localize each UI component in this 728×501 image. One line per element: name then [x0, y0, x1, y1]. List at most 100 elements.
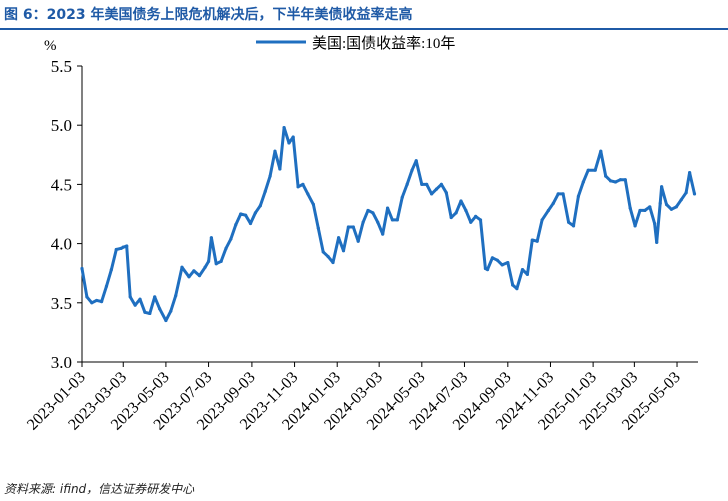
data-point	[114, 247, 118, 252]
y-tick-label: 3.5	[51, 294, 72, 313]
data-point	[128, 295, 132, 299]
y-tick-label: 4.5	[51, 175, 72, 194]
data-point	[567, 220, 571, 224]
data-point	[203, 265, 207, 269]
data-point	[158, 307, 162, 311]
data-point	[540, 218, 544, 222]
data-point	[688, 170, 692, 175]
data-point	[366, 208, 370, 213]
data-point	[143, 310, 147, 314]
data-point	[337, 236, 341, 240]
data-point	[90, 301, 94, 305]
data-point	[459, 199, 463, 203]
data-point	[495, 258, 499, 262]
data-point	[469, 220, 473, 224]
data-point	[268, 174, 272, 178]
data-point	[133, 303, 137, 307]
data-point	[561, 192, 565, 196]
data-point	[229, 237, 233, 241]
data-point	[85, 295, 89, 299]
data-point	[474, 214, 478, 218]
data-point	[586, 168, 590, 172]
data-point	[153, 295, 157, 299]
data-point	[664, 202, 669, 207]
data-point	[287, 141, 291, 145]
data-point	[613, 180, 618, 184]
data-point	[581, 180, 585, 184]
data-point	[381, 232, 385, 236]
data-point	[425, 182, 429, 186]
data-point	[500, 263, 504, 267]
data-point	[410, 168, 414, 172]
data-point	[169, 309, 173, 313]
data-point	[351, 225, 355, 229]
data-point	[326, 255, 330, 259]
data-point	[282, 125, 286, 130]
data-point	[253, 211, 258, 215]
data-point	[109, 268, 113, 272]
data-point	[623, 178, 627, 182]
data-point	[430, 192, 434, 196]
data-point	[209, 236, 213, 240]
data-point	[99, 300, 104, 304]
data-point	[174, 294, 178, 298]
data-point	[258, 204, 262, 208]
data-point	[414, 159, 418, 163]
data-point	[346, 225, 350, 229]
y-tick-label: 3.0	[51, 353, 72, 372]
data-point	[674, 205, 678, 209]
data-point	[551, 201, 555, 205]
data-point	[658, 201, 662, 205]
data-point	[306, 192, 310, 196]
data-point	[219, 259, 223, 263]
data-point	[638, 208, 642, 213]
data-point	[400, 195, 404, 200]
data-point	[420, 182, 424, 186]
y-tick-label: 4.0	[51, 235, 72, 254]
data-point	[599, 149, 603, 153]
series-line-0	[80, 126, 696, 323]
data-point	[301, 182, 305, 186]
legend: 美国:国债收益率:10年	[256, 35, 455, 52]
data-point	[331, 260, 335, 265]
data-point	[679, 198, 683, 202]
data-point	[454, 211, 458, 215]
data-point	[187, 275, 191, 279]
data-point	[361, 220, 365, 224]
data-point	[385, 206, 390, 210]
y-tick-label: 5.5	[51, 57, 72, 76]
data-point	[214, 262, 218, 266]
data-point	[530, 238, 534, 242]
legend-label: 美国:国债收益率:10年	[312, 35, 455, 52]
data-point	[692, 192, 697, 196]
data-point	[648, 205, 652, 209]
y-tick-label: 5.0	[51, 116, 72, 135]
data-point	[95, 298, 99, 303]
data-point	[121, 245, 125, 249]
data-point	[341, 249, 346, 253]
data-point	[669, 207, 674, 211]
data-point	[180, 265, 184, 269]
data-point	[197, 273, 202, 278]
data-point	[506, 260, 510, 265]
data-point	[321, 250, 325, 254]
data-point	[449, 215, 453, 220]
data-point	[395, 218, 399, 222]
data-point	[515, 286, 519, 291]
data-point	[618, 178, 622, 182]
y-axis-label: %	[44, 38, 57, 54]
data-point	[316, 226, 320, 230]
data-point	[485, 268, 490, 272]
data-point	[464, 208, 468, 213]
data-point	[490, 256, 495, 260]
data-point	[244, 213, 248, 217]
data-point	[125, 244, 129, 248]
data-point	[80, 266, 84, 271]
data-point	[138, 297, 142, 301]
data-point	[291, 135, 295, 139]
data-point	[525, 272, 529, 276]
data-point	[546, 208, 550, 213]
data-point	[192, 269, 196, 273]
data-point	[633, 224, 637, 228]
data-point	[405, 182, 409, 186]
